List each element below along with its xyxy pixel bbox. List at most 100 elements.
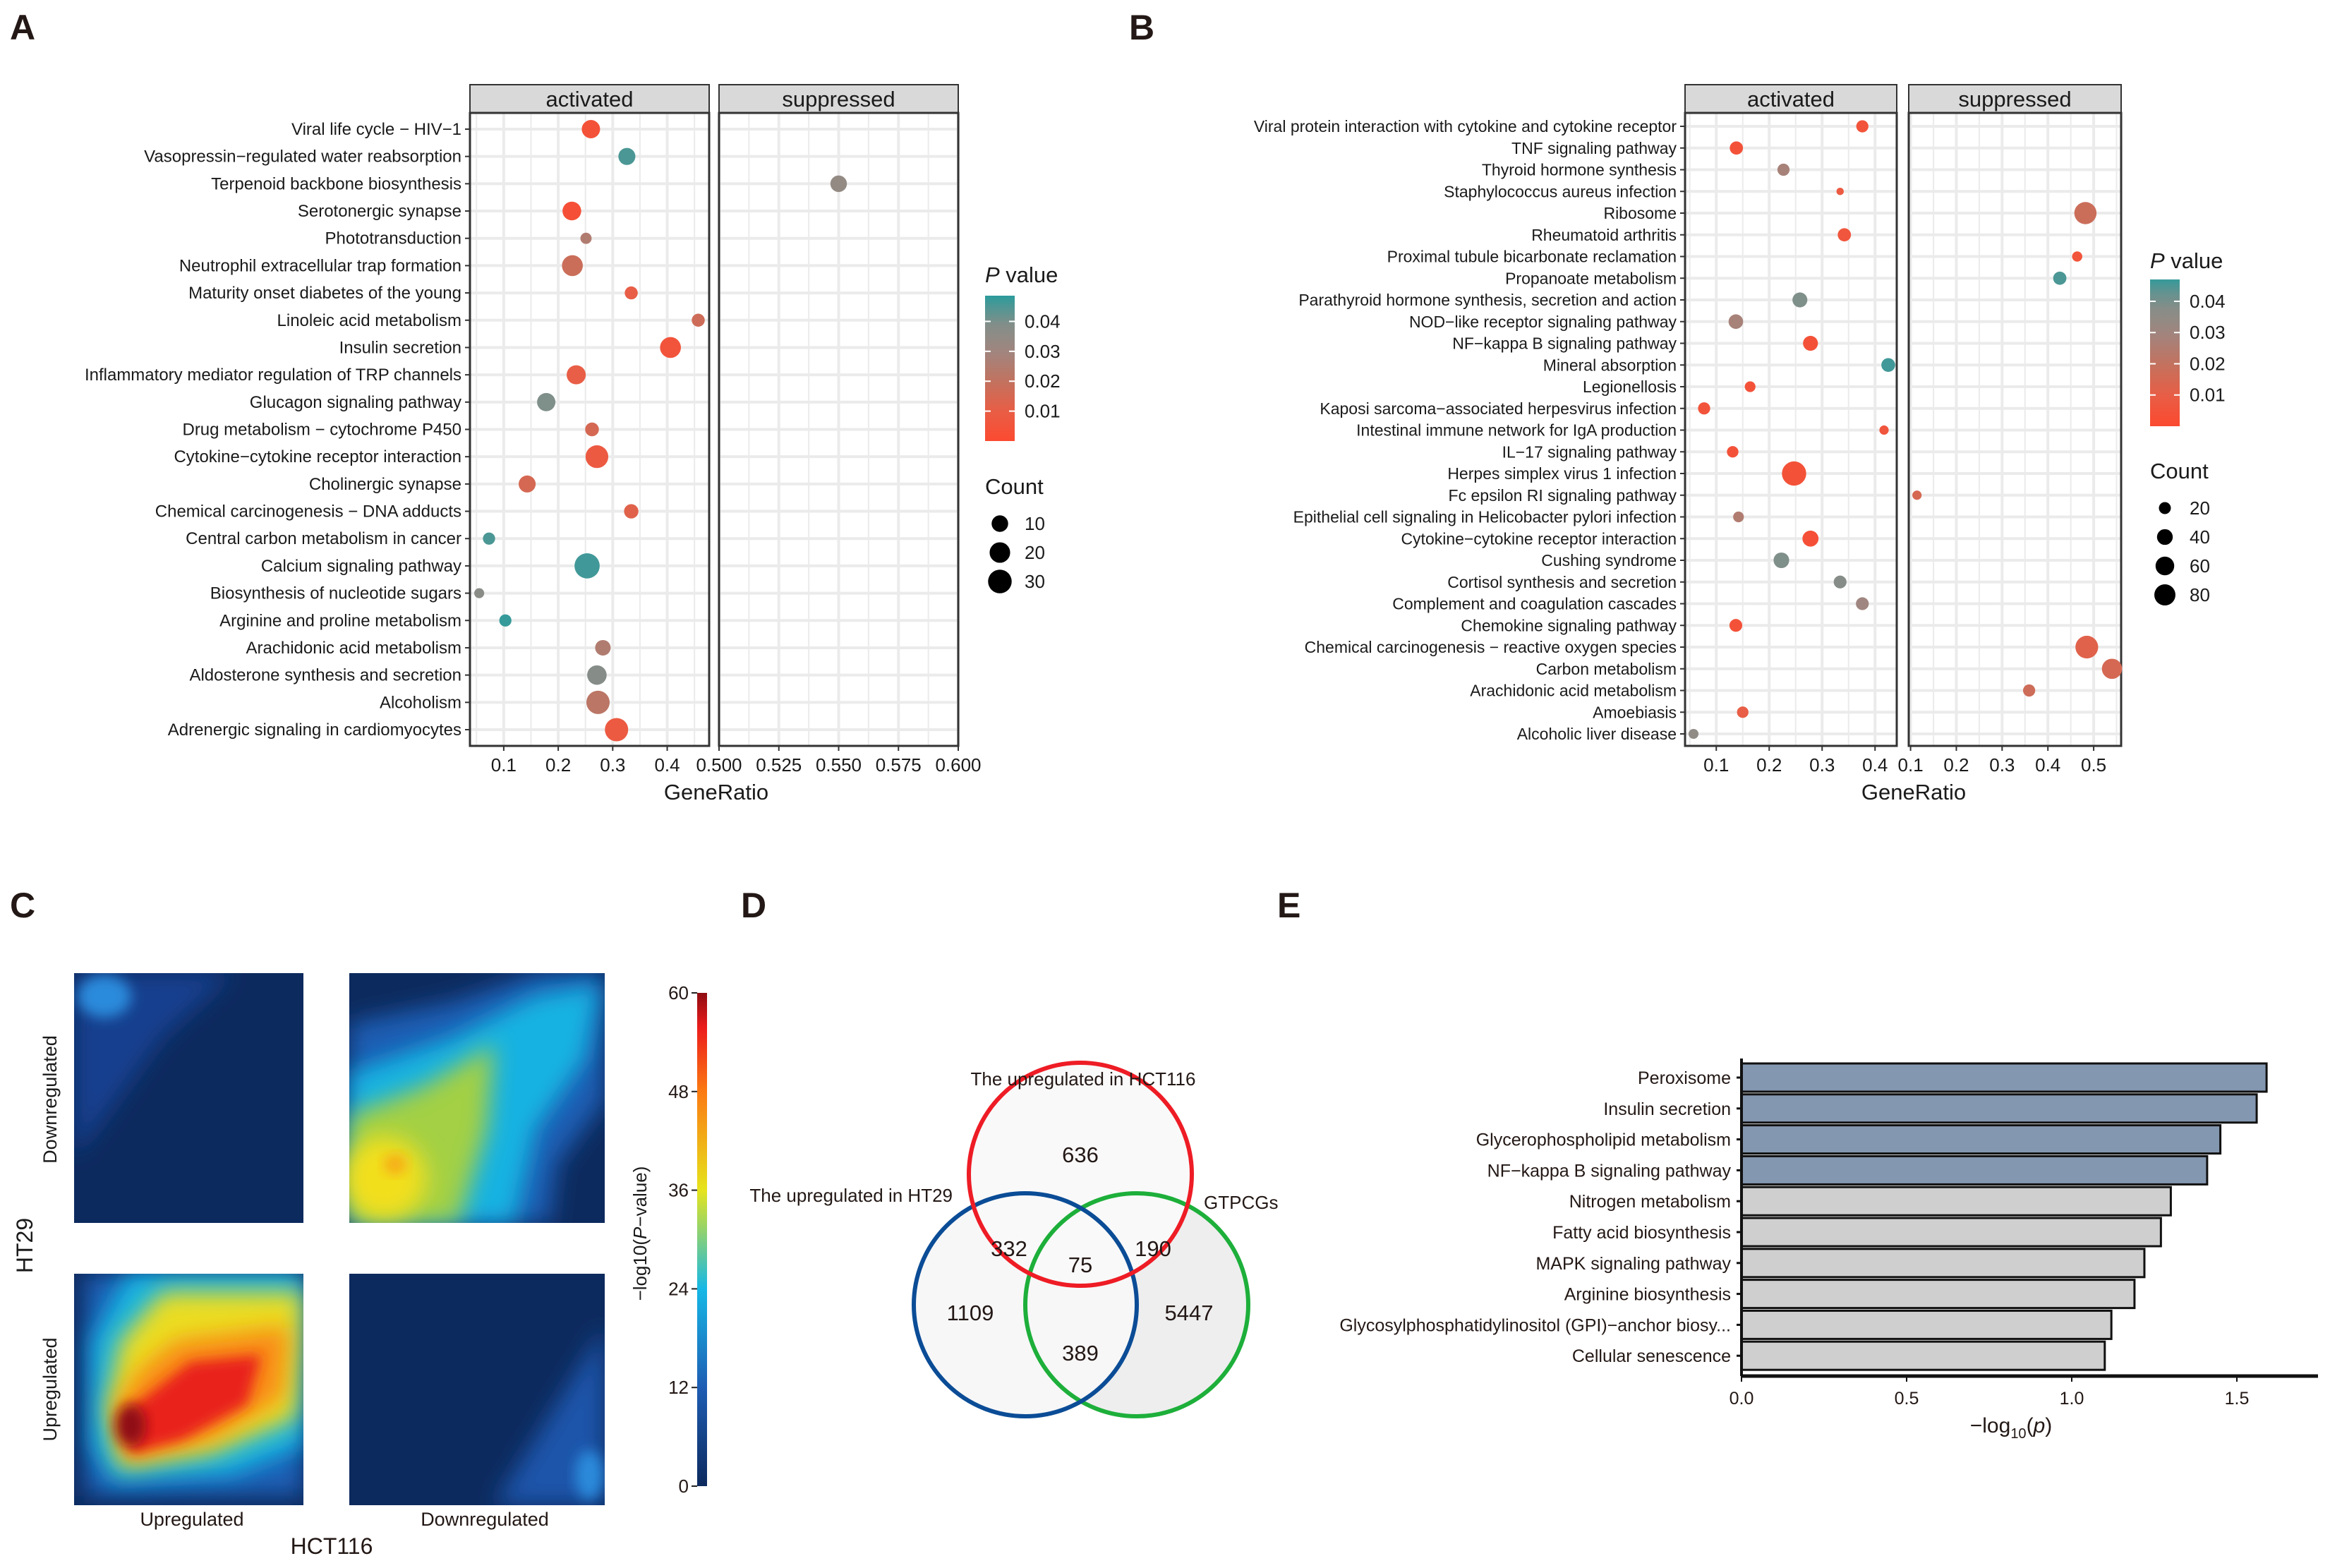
x-tick-label: 0.3	[1989, 754, 2015, 776]
y-tick-label: NOD−like receptor signaling pathway	[1409, 313, 1677, 331]
bar	[1740, 1062, 2268, 1093]
y-tick-label: Staphylococcus aureus infection	[1444, 182, 1677, 200]
y-tick-label: Insulin secretion	[339, 338, 461, 357]
bar-category-label: Fatty acid biosynthesis	[1552, 1223, 1731, 1243]
y-tick-label: Phototransduction	[325, 229, 461, 248]
y-tick-label: Intestinal immune network for IgA produc…	[1356, 421, 1677, 440]
venn-count-gtpcgs-only: 5447	[1165, 1301, 1214, 1325]
data-point	[1737, 706, 1749, 718]
color-legend-title: P value	[985, 263, 1058, 287]
panel-label-e: E	[1277, 886, 1300, 925]
data-point	[1879, 425, 1889, 435]
facet-strip-activated	[469, 84, 710, 114]
x-tick-label: 0.525	[756, 754, 802, 776]
data-point	[1836, 188, 1844, 195]
bar	[1740, 1093, 2258, 1124]
size-legend-label: 10	[1025, 513, 1045, 534]
data-point	[1881, 358, 1895, 373]
data-point	[624, 286, 638, 300]
y-tick-label: Cytokine−cytokine receptor interaction	[1401, 529, 1677, 548]
size-legend-dot	[988, 569, 1012, 593]
panel-label-c: C	[10, 886, 35, 925]
size-legend-label: 20	[1025, 542, 1045, 563]
y-tick-label: Arachidonic acid metabolism	[246, 639, 461, 658]
color-legend-bar	[2150, 279, 2180, 426]
bar-category-label: Nitrogen metabolism	[1569, 1192, 1731, 1212]
venn-count-hct116-gtpcgs: 190	[1135, 1236, 1171, 1261]
colorbar-title: −log10(P−value)	[629, 1166, 651, 1301]
y-tick-label: Alcoholism	[380, 693, 461, 712]
data-point	[692, 313, 705, 327]
bar	[1740, 1124, 2222, 1155]
bar-category-label: Peroxisome	[1638, 1068, 1731, 1088]
size-legend-dot	[991, 515, 1008, 532]
bar-category-label: MAPK signaling pathway	[1535, 1254, 1731, 1274]
y-tick-label: Chemical carcinogenesis − reactive oxyge…	[1305, 638, 1677, 656]
data-point	[2072, 251, 2082, 262]
data-point	[1733, 511, 1744, 523]
data-point	[1856, 120, 1869, 133]
color-legend-bar	[985, 296, 1015, 441]
size-legend-dot	[989, 542, 1010, 563]
y-tick-label: Adrenergic signaling in cardiomyocytes	[168, 720, 461, 740]
colorbar-tick-label: 60	[668, 982, 689, 1003]
colorbar-tick-label: 36	[668, 1180, 689, 1201]
data-point	[519, 475, 536, 493]
size-legend-dot	[2159, 502, 2171, 514]
bar-category-label: Glycosylphosphatidylinositol (GPI)−ancho…	[1339, 1315, 1731, 1335]
y-tick-label: Neutrophil extracellular trap formation	[179, 256, 461, 275]
y-tick-label: Linoleic acid metabolism	[277, 311, 461, 330]
x-axis-title: GeneRatio	[664, 780, 768, 804]
x-tick-label: 0.2	[1943, 754, 1969, 776]
data-point	[1727, 446, 1739, 458]
y-tick-label: Amoebiasis	[1593, 703, 1677, 721]
size-legend-label: 80	[2190, 584, 2210, 605]
heatmap-colorbar	[697, 993, 707, 1486]
y-category-upregulated: Upregulated	[40, 1337, 61, 1441]
facet-label-suppressed: suppressed	[1958, 87, 2071, 111]
x-tick-label: 0.4	[2035, 754, 2060, 776]
y-tick-label: Kaposi sarcoma−associated herpesvirus in…	[1320, 399, 1677, 418]
size-legend-dot	[2155, 556, 2175, 576]
y-tick-label: Proximal tubule bicarbonate reclamation	[1387, 248, 1677, 266]
bar-category-label: Cellular senescence	[1572, 1346, 1731, 1366]
y-tick-label: Fc epsilon RI signaling pathway	[1449, 486, 1677, 505]
facet-label-activated: activated	[1747, 87, 1835, 111]
panel-a-dotplot: activated 0.1 0.2 0.3 0.4 suppressed 0.500 0.52…	[85, 84, 1061, 804]
venn-circle-gtpcgs	[1023, 1191, 1250, 1418]
bar	[1740, 1248, 2146, 1279]
data-point	[586, 690, 610, 714]
data-point	[1837, 228, 1852, 242]
x-tick-label: 0.2	[545, 754, 571, 776]
panel-c-rrho-heatmap: 0 12 24 36 48 60 −log10(P−value) Downregulate…	[12, 973, 707, 1559]
color-legend-label: 0.04	[1025, 310, 1061, 332]
venn-count-hct116-only: 636	[1062, 1142, 1099, 1167]
y-tick-label: TNF signaling pathway	[1511, 139, 1677, 157]
color-legend-label: 0.04	[2190, 291, 2226, 312]
colorbar-tick-label: 48	[668, 1081, 689, 1102]
bar	[1740, 1309, 2113, 1340]
facet-strip-suppressed	[1908, 84, 2122, 114]
data-point	[1792, 292, 1808, 308]
data-point	[1730, 141, 1744, 155]
y-tick-label: Cytokine−cytokine receptor interaction	[174, 447, 461, 466]
panel-label-d: D	[741, 886, 766, 925]
data-point	[1698, 402, 1710, 415]
bar	[1740, 1186, 2172, 1217]
x-tick-label: 0.4	[654, 754, 680, 776]
x-tick-label: 0.1	[491, 754, 517, 776]
heatmap-quadrant-down-down	[349, 973, 605, 1223]
x-tick-label: 0.600	[935, 754, 981, 776]
y-tick-label: Viral life cycle − HIV−1	[291, 120, 461, 139]
x-category-upregulated: Upregulated	[140, 1509, 243, 1530]
y-tick-label: Cholinergic synapse	[309, 475, 461, 494]
venn-circle-hct116	[967, 1061, 1194, 1288]
bar	[1740, 1154, 2209, 1186]
y-tick-label: Chemical carcinogenesis − DNA adducts	[155, 502, 461, 521]
heatmap-quadrant-down-up	[74, 973, 303, 1223]
bar-category-label: NF−kappa B signaling pathway	[1487, 1161, 1732, 1181]
size-legend-title: Count	[985, 474, 1044, 499]
y-tick-label: Vasopressin−regulated water reabsorption	[144, 147, 461, 167]
data-point	[562, 201, 581, 221]
